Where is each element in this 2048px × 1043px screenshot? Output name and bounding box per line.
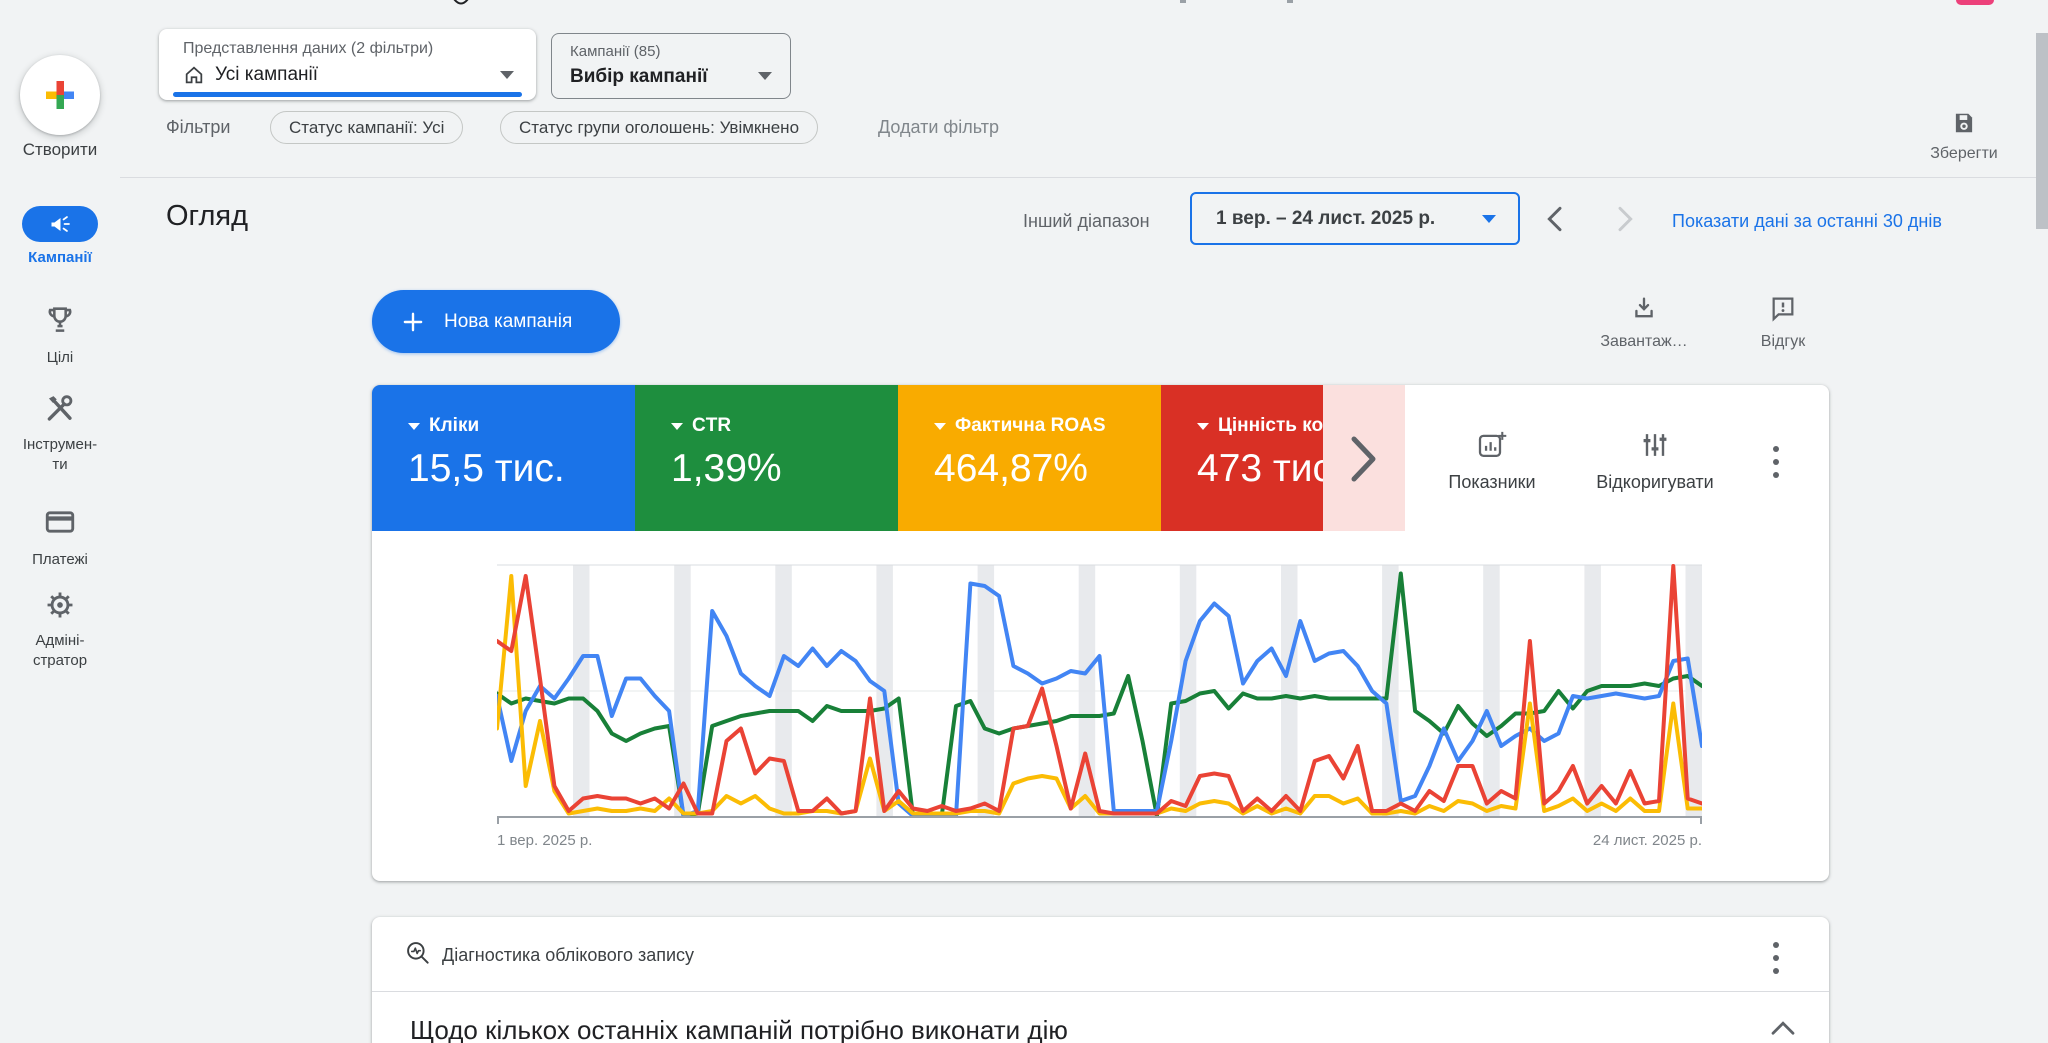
chevron-down-icon xyxy=(934,422,946,430)
sidebar-item-tools[interactable]: Інструмен- ти xyxy=(0,392,120,475)
divider xyxy=(372,991,1829,992)
create-button-label: Створити xyxy=(22,140,98,159)
account-diagnostics-card: Діагностика облікового запису Щодо кільк… xyxy=(372,917,1829,1043)
credit-card-icon xyxy=(43,505,77,539)
collapse-chevron-up-icon[interactable] xyxy=(1768,1017,1798,1037)
new-campaign-label: Нова кампанія xyxy=(444,310,573,332)
clipped-toolbar-text-fragment xyxy=(453,0,469,7)
sidebar-item-admin[interactable]: Адміні- стратор xyxy=(0,588,120,671)
gear-icon xyxy=(43,588,77,622)
scorecard-clicks[interactable]: Кліки 15,5 тис. xyxy=(372,385,635,531)
sidebar-item-label: Кампанії xyxy=(28,249,92,266)
megaphone-icon xyxy=(22,206,98,242)
adjust-label: Відкоригувати xyxy=(1596,472,1714,492)
chevron-down-icon xyxy=(1482,214,1496,223)
filter-chip-campaign-status[interactable]: Статус кампанії: Усі xyxy=(270,111,464,144)
scrollbar-thumb[interactable] xyxy=(2036,33,2048,229)
add-filter-button[interactable]: Додати фільтр xyxy=(878,117,999,137)
scorecard-scroll-fade xyxy=(1323,385,1405,531)
toolbar-fragment xyxy=(1180,0,1186,3)
download-icon xyxy=(1630,294,1658,322)
download-label: Завантаж… xyxy=(1600,333,1688,350)
filter-chip-adgroup-status[interactable]: Статус групи оголошень: Увімкнено xyxy=(500,111,819,144)
chevron-down-icon xyxy=(671,422,683,430)
date-range-label: Інший діапазон xyxy=(1023,211,1150,231)
date-range-value: 1 вер. – 24 лист. 2025 р. xyxy=(1216,207,1436,229)
scorecard-value: 473 тис. xyxy=(1197,447,1343,490)
sidebar-item-label: Платежі xyxy=(32,551,88,568)
performance-chart xyxy=(497,564,1702,826)
scorecard-background xyxy=(1161,385,1323,531)
data-view-dropdown[interactable]: Представлення даних (2 фільтри) Усі камп… xyxy=(159,29,536,100)
toolbar-fragment xyxy=(1287,0,1293,3)
adjust-button[interactable]: Відкоригувати xyxy=(1584,429,1726,493)
feedback-button[interactable]: Відгук xyxy=(1733,294,1833,351)
sidebar-item-goals[interactable]: Цілі xyxy=(0,303,120,368)
google-plus-icon xyxy=(42,77,78,113)
metrics-button[interactable]: Показники xyxy=(1432,429,1552,493)
sidebar-item-label: Інструмен- xyxy=(22,436,98,453)
scorecard-ctr[interactable]: CTR 1,39% xyxy=(635,385,898,531)
campaign-selector-value: Вибір кампанії xyxy=(570,66,708,87)
x-axis-start-label: 1 вер. 2025 р. xyxy=(497,832,593,849)
trophy-icon xyxy=(43,303,77,337)
campaign-selector-caption: Кампанії (85) xyxy=(570,43,661,60)
chevron-down-icon xyxy=(758,72,772,80)
avatar-fragment xyxy=(1956,0,1994,5)
save-label: Зберегти xyxy=(1930,145,1998,162)
tools-icon xyxy=(43,392,77,426)
download-button[interactable]: Завантаж… xyxy=(1594,294,1694,351)
scorecard-value: 15,5 тис. xyxy=(408,447,565,490)
feedback-icon xyxy=(1769,294,1797,322)
sidebar-item-label: Адміні- xyxy=(35,632,85,649)
search-insights-icon xyxy=(404,939,432,967)
diagnostics-title: Діагностика облікового запису xyxy=(442,945,695,965)
previous-period-button[interactable] xyxy=(1540,203,1572,235)
page-title: Огляд xyxy=(166,200,249,232)
last-30-days-link[interactable]: Показати дані за останні 30 днів xyxy=(1672,211,1942,231)
sidebar-item-label-line2: ти xyxy=(52,456,68,473)
save-button[interactable]: Зберегти xyxy=(1925,110,2003,163)
scorecard-value: 1,39% xyxy=(671,447,782,490)
scorecard-label: Фактична ROAS xyxy=(955,415,1106,436)
chart-plus-icon xyxy=(1476,429,1508,461)
chevron-down-icon xyxy=(500,71,514,79)
x-axis-end-label: 24 лист. 2025 р. xyxy=(1592,832,1702,849)
filters-label: Фільтри xyxy=(166,117,231,137)
next-period-button-disabled[interactable] xyxy=(1608,203,1640,235)
chevron-down-icon xyxy=(408,422,420,430)
campaign-selector-dropdown[interactable]: Кампанії (85) Вибір кампанії xyxy=(551,33,791,99)
chart-plot-svg xyxy=(497,564,1702,824)
chevron-down-icon xyxy=(1197,422,1209,430)
sidebar-item-label: Цілі xyxy=(46,349,74,366)
diagnostics-section-heading: Щодо кількох останніх кампаній потрібно … xyxy=(410,1015,1068,1043)
data-view-value: Усі кампанії xyxy=(215,64,319,85)
create-button[interactable]: Створити xyxy=(0,46,120,170)
new-campaign-button[interactable]: Нова кампанія xyxy=(372,290,620,353)
scorecard-value: 464,87% xyxy=(934,447,1088,490)
metrics-label: Показники xyxy=(1448,472,1536,492)
card-menu-kebab-icon[interactable] xyxy=(1772,445,1780,479)
scorecard-conversion-value[interactable]: Цінність конве… 473 тис. xyxy=(1161,385,1405,531)
scroll-scorecards-right-button[interactable] xyxy=(1349,434,1379,484)
sliders-icon xyxy=(1639,429,1671,461)
sidebar-item-billing[interactable]: Платежі xyxy=(0,505,120,570)
scorecard-roas[interactable]: Фактична ROAS 464,87% xyxy=(898,385,1161,531)
diagnostics-menu-kebab-icon[interactable] xyxy=(1772,941,1780,975)
header-divider xyxy=(120,177,2036,178)
save-icon xyxy=(1951,110,1977,136)
scorecard-label: CTR xyxy=(692,415,732,436)
data-view-caption: Представлення даних (2 фільтри) xyxy=(183,40,434,57)
date-range-picker[interactable]: 1 вер. – 24 лист. 2025 р. xyxy=(1190,192,1520,245)
sidebar-item-label-line2: стратор xyxy=(32,652,88,669)
scorecard-label: Кліки xyxy=(429,415,480,436)
plus-icon xyxy=(400,309,426,335)
feedback-label: Відгук xyxy=(1760,333,1806,350)
active-view-indicator xyxy=(173,92,522,97)
sidebar-item-campaigns[interactable]: Кампанії xyxy=(0,206,120,268)
home-icon xyxy=(183,64,205,86)
